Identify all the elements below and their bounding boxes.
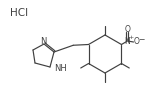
Text: +: + [128,35,134,40]
Text: HCl: HCl [10,8,28,18]
Text: NH: NH [54,64,67,73]
Text: N: N [40,38,46,47]
Text: N: N [125,36,130,45]
Text: O: O [125,25,130,34]
Text: −: − [138,35,144,44]
Text: O: O [134,38,139,47]
